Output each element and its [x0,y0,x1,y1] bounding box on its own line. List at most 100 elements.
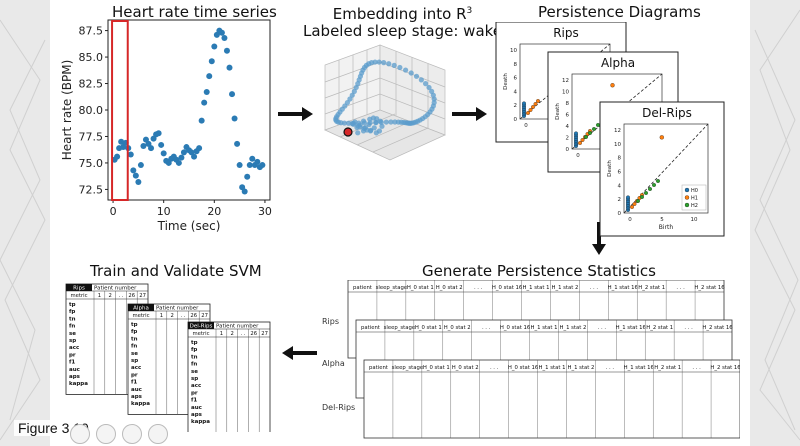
current-point-marker [343,127,353,137]
pd-y-tick: 6 [514,76,518,82]
data-point [249,155,256,162]
pd-y-tick: 4 [566,124,570,130]
embedding-point [386,61,392,67]
pd-card-title: Del-Rips [642,106,692,120]
zoom-icon[interactable] [96,424,116,444]
stats-header-cell: sleep_stage [392,365,423,371]
embedding-point [373,130,379,136]
data-point [211,43,218,50]
svm-metric-row: acc [131,365,141,371]
svm-metric-row: aps [131,394,143,400]
svm-column-header: 26 [128,293,135,299]
data-point [229,91,236,98]
embedding-point [360,118,367,124]
svm-column-header: 2 [109,293,112,299]
y-tick-label: 72.5 [79,183,104,196]
y-axis-label: Heart rate (BPM) [60,60,74,161]
svm-metric-row: auc [131,387,142,393]
data-point [226,64,233,71]
pd-point-h1 [536,99,540,103]
camera-icon[interactable] [122,424,142,444]
pd-y-tick: 8 [514,62,518,68]
svm-metric-row: tn [191,354,198,360]
svm-metric-row: kappa [131,401,150,407]
pd-point-h2 [584,135,588,139]
pd-x-label: Birth [659,224,674,231]
stats-header-cell: H_0 stat 2 [452,365,479,371]
svm-metric-row: tp [69,302,76,308]
data-point [160,150,167,157]
stats-header-cell: . . . [490,365,499,371]
pd-point-h2 [656,179,660,183]
pd-y-label: Death [607,160,613,177]
data-point [201,99,208,106]
svm-metric-row: aps [69,374,81,380]
pd-y-label: Death [503,73,509,90]
pd-point-h2 [588,131,592,135]
data-point [130,167,137,174]
x-tick-label: 20 [207,205,221,218]
pd-x-tick: 5 [660,217,664,223]
pd-x-tick: 0 [576,153,580,159]
svm-metric-row: kappa [69,381,88,387]
svm-metric-row: pr [131,372,138,378]
y-tick-label: 75.0 [79,157,104,170]
stats-header-cell: H_1 stat 2 [551,285,578,291]
pd-y-tick: 12 [562,78,569,84]
pd-point-h1 [533,102,538,106]
svm-metric-row: pr [191,390,198,396]
embedding-cube-grid [324,44,446,161]
svm-metric-row: fp [191,347,197,353]
svm-metric-row: tp [131,322,138,328]
pd-point-h0 [522,101,526,106]
embedding-3d-plot [324,44,446,161]
stats-header-cell: . . . [606,365,615,371]
svm-title: Train and Validate SVM [90,262,262,280]
x-tick-label: 10 [157,205,171,218]
svm-patient-number-label: Patient number [156,306,199,312]
pd-y-tick: 0 [566,147,570,153]
pd-y-tick: 8 [618,156,622,162]
pd-point-h2 [644,191,648,195]
pd-point-h2 [648,187,652,191]
svm-column-header: . . [118,293,123,299]
pd-point-h2 [640,195,644,199]
svm-column-header: 26 [250,331,257,337]
svm-column-header: 1 [98,293,101,299]
stats-header-cell: H_1 stat 1 [539,365,566,371]
svm-metric-row: f1 [191,398,197,404]
svm-column-header: 26 [190,313,197,319]
data-point [191,153,198,160]
stats-header-cell: . . . [692,365,701,371]
embedding-title-line1: Embedding into R [332,5,467,23]
pd-y-tick: 2 [514,103,518,109]
pd-y-tick: 12 [614,128,621,134]
svm-metric-row: tp [191,340,198,346]
data-point [180,149,187,156]
x-tick-label: 0 [110,205,117,218]
pd-y-tick: 2 [566,136,570,142]
stats-row-label: Rips [322,317,339,326]
prev-icon[interactable] [70,424,90,444]
pd-y-tick: 0 [514,117,518,123]
pd-card-title: Rips [553,26,579,40]
persistence-statistics-tables: patient sleep_stage H_0 stat 1 H_0 stat 2. … [322,280,740,439]
data-point [135,179,142,185]
more-icon[interactable] [148,424,168,444]
embedding-point [341,120,348,126]
arrow-right-1 [278,107,313,121]
time-series-title: Heart rate time series [112,3,277,21]
embedding-point [403,67,409,73]
embedding-point [377,118,383,124]
svm-metric-row: tn [131,336,138,342]
data-point [244,173,251,180]
embedding-point [355,130,361,136]
svm-metric-row: fn [131,344,137,350]
pd-point-h1 [580,138,585,142]
highlight-window [111,20,129,201]
embedding-point [388,119,394,125]
svm-title-cell [128,304,154,311]
data-point [208,58,215,65]
stats-header-cell: patient [369,365,388,371]
